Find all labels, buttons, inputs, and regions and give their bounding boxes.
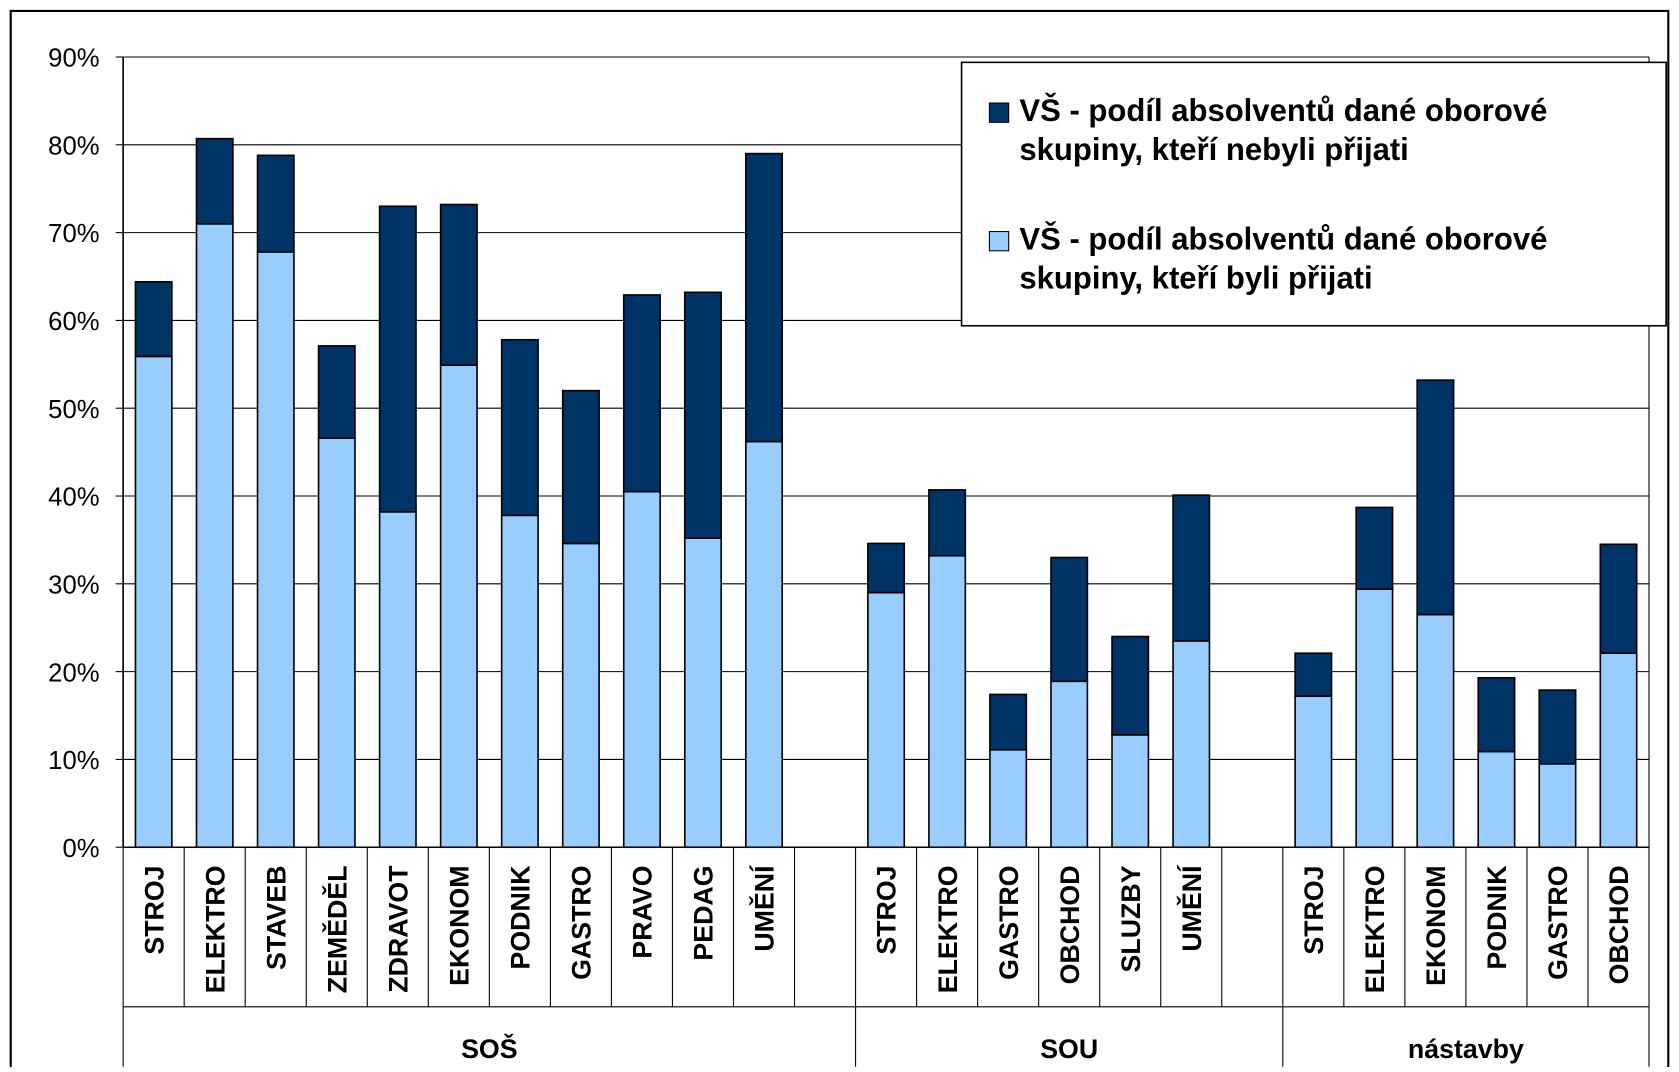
bar-segment (439, 364, 478, 849)
bar-segment (1538, 763, 1577, 849)
legend-label: VŠ - podíl absolventů dané oborové skupi… (1019, 94, 1548, 168)
bar-segment (1111, 635, 1150, 736)
legend-swatch (988, 231, 1010, 252)
x-tick-label: STROJ (139, 865, 169, 954)
x-tick-label: OBCHOD (1055, 865, 1085, 984)
bar-segment (1416, 379, 1455, 616)
bar-segment (1294, 652, 1333, 698)
bar-segment (989, 748, 1028, 849)
bar-segment (195, 137, 234, 225)
x-tick-label: ZDRAVOT (383, 865, 413, 993)
x-tick-label: STROJ (1299, 865, 1329, 954)
group-label: SOŠ (461, 1032, 518, 1064)
bar-segment (928, 554, 967, 849)
x-tick-label: UMĚNÍ (749, 864, 780, 952)
y-tick-label: 40% (48, 484, 99, 512)
bar-segment (1050, 556, 1089, 683)
bar-segment (561, 389, 600, 545)
y-tick-label: 50% (48, 396, 99, 424)
bar-segment (256, 154, 295, 253)
chart-border (9, 9, 1670, 1072)
bar-segment (378, 205, 417, 513)
bar-segment (928, 489, 967, 557)
y-tick-label: 20% (48, 659, 99, 687)
bar-segment (1294, 695, 1333, 849)
bar-segment (439, 203, 478, 366)
bar-segment (867, 542, 906, 594)
x-tick-label: GASTRO (1543, 865, 1573, 979)
x-tick-label: PODNIK (1482, 865, 1512, 970)
bar-segment (1355, 506, 1394, 590)
y-tick-label: 0% (62, 835, 99, 863)
bar-segment (1172, 494, 1211, 642)
x-tick-label: ZEMĚDĚL (321, 865, 352, 993)
bar-segment (1477, 676, 1516, 753)
bar-segment (683, 291, 722, 539)
bar-segment (134, 355, 173, 849)
y-tick-label: 70% (48, 220, 99, 248)
x-tick-label: UMĚNÍ (1176, 864, 1207, 952)
y-tick-label: 60% (48, 308, 99, 336)
bar-segment (1355, 588, 1394, 849)
x-tick-label: SLUZBY (1116, 865, 1146, 972)
legend-swatch (988, 102, 1010, 123)
bar-segment (500, 338, 539, 517)
y-tick-label: 80% (48, 132, 99, 160)
bar-segment (1538, 689, 1577, 765)
y-tick-label: 90% (48, 45, 99, 73)
bar-segment (622, 294, 661, 493)
bar-segment (317, 437, 356, 849)
bar-segment (1599, 652, 1638, 849)
bar-segment (989, 693, 1028, 751)
x-tick-label: PEDAG (689, 865, 719, 960)
bar-segment (1599, 543, 1638, 654)
bar-segment (500, 514, 539, 849)
x-tick-label: ELEKTRO (1360, 865, 1390, 993)
bar-segment (745, 440, 784, 849)
bar-segment (745, 152, 784, 443)
x-tick-label: STAVEB (261, 865, 291, 970)
bar-segment (195, 223, 234, 849)
group-label: SOU (1040, 1034, 1098, 1064)
group-label: nástavby (1408, 1034, 1524, 1064)
x-tick-label: EKONOM (444, 865, 474, 985)
x-tick-label: GASTRO (567, 865, 597, 979)
legend-entry: VŠ - podíl absolventů dané oborové skupi… (1019, 94, 1548, 168)
x-tick-label: OBCHOD (1604, 865, 1634, 984)
legend-box (960, 61, 1667, 327)
bar-segment (317, 345, 356, 439)
bar-segment (1050, 680, 1089, 849)
bar-segment (1111, 734, 1150, 849)
x-tick-label: PODNIK (506, 865, 536, 970)
bar-segment (1477, 750, 1516, 849)
bar-segment (622, 490, 661, 849)
legend-label: VŠ - podíl absolventů dané oborové skupi… (1019, 222, 1548, 296)
legend-entry: VŠ - podíl absolventů dané oborové skupi… (1019, 222, 1548, 296)
x-tick-label: ELEKTRO (200, 865, 230, 993)
x-tick-label: PRAVO (628, 865, 658, 958)
x-tick-label: ELEKTRO (933, 865, 963, 993)
bar-segment (256, 251, 295, 849)
bar-segment (1416, 613, 1455, 849)
x-tick-label: EKONOM (1421, 865, 1451, 985)
y-tick-label: 30% (48, 571, 99, 599)
x-tick-label: STROJ (872, 865, 902, 954)
bar-segment (378, 511, 417, 849)
bar-segment (683, 537, 722, 849)
bar-segment (1172, 640, 1211, 849)
bar-segment (867, 591, 906, 849)
bar-segment (561, 542, 600, 849)
x-tick-label: GASTRO (994, 865, 1024, 979)
y-tick-label: 10% (48, 747, 99, 775)
bar-segment (134, 280, 173, 358)
